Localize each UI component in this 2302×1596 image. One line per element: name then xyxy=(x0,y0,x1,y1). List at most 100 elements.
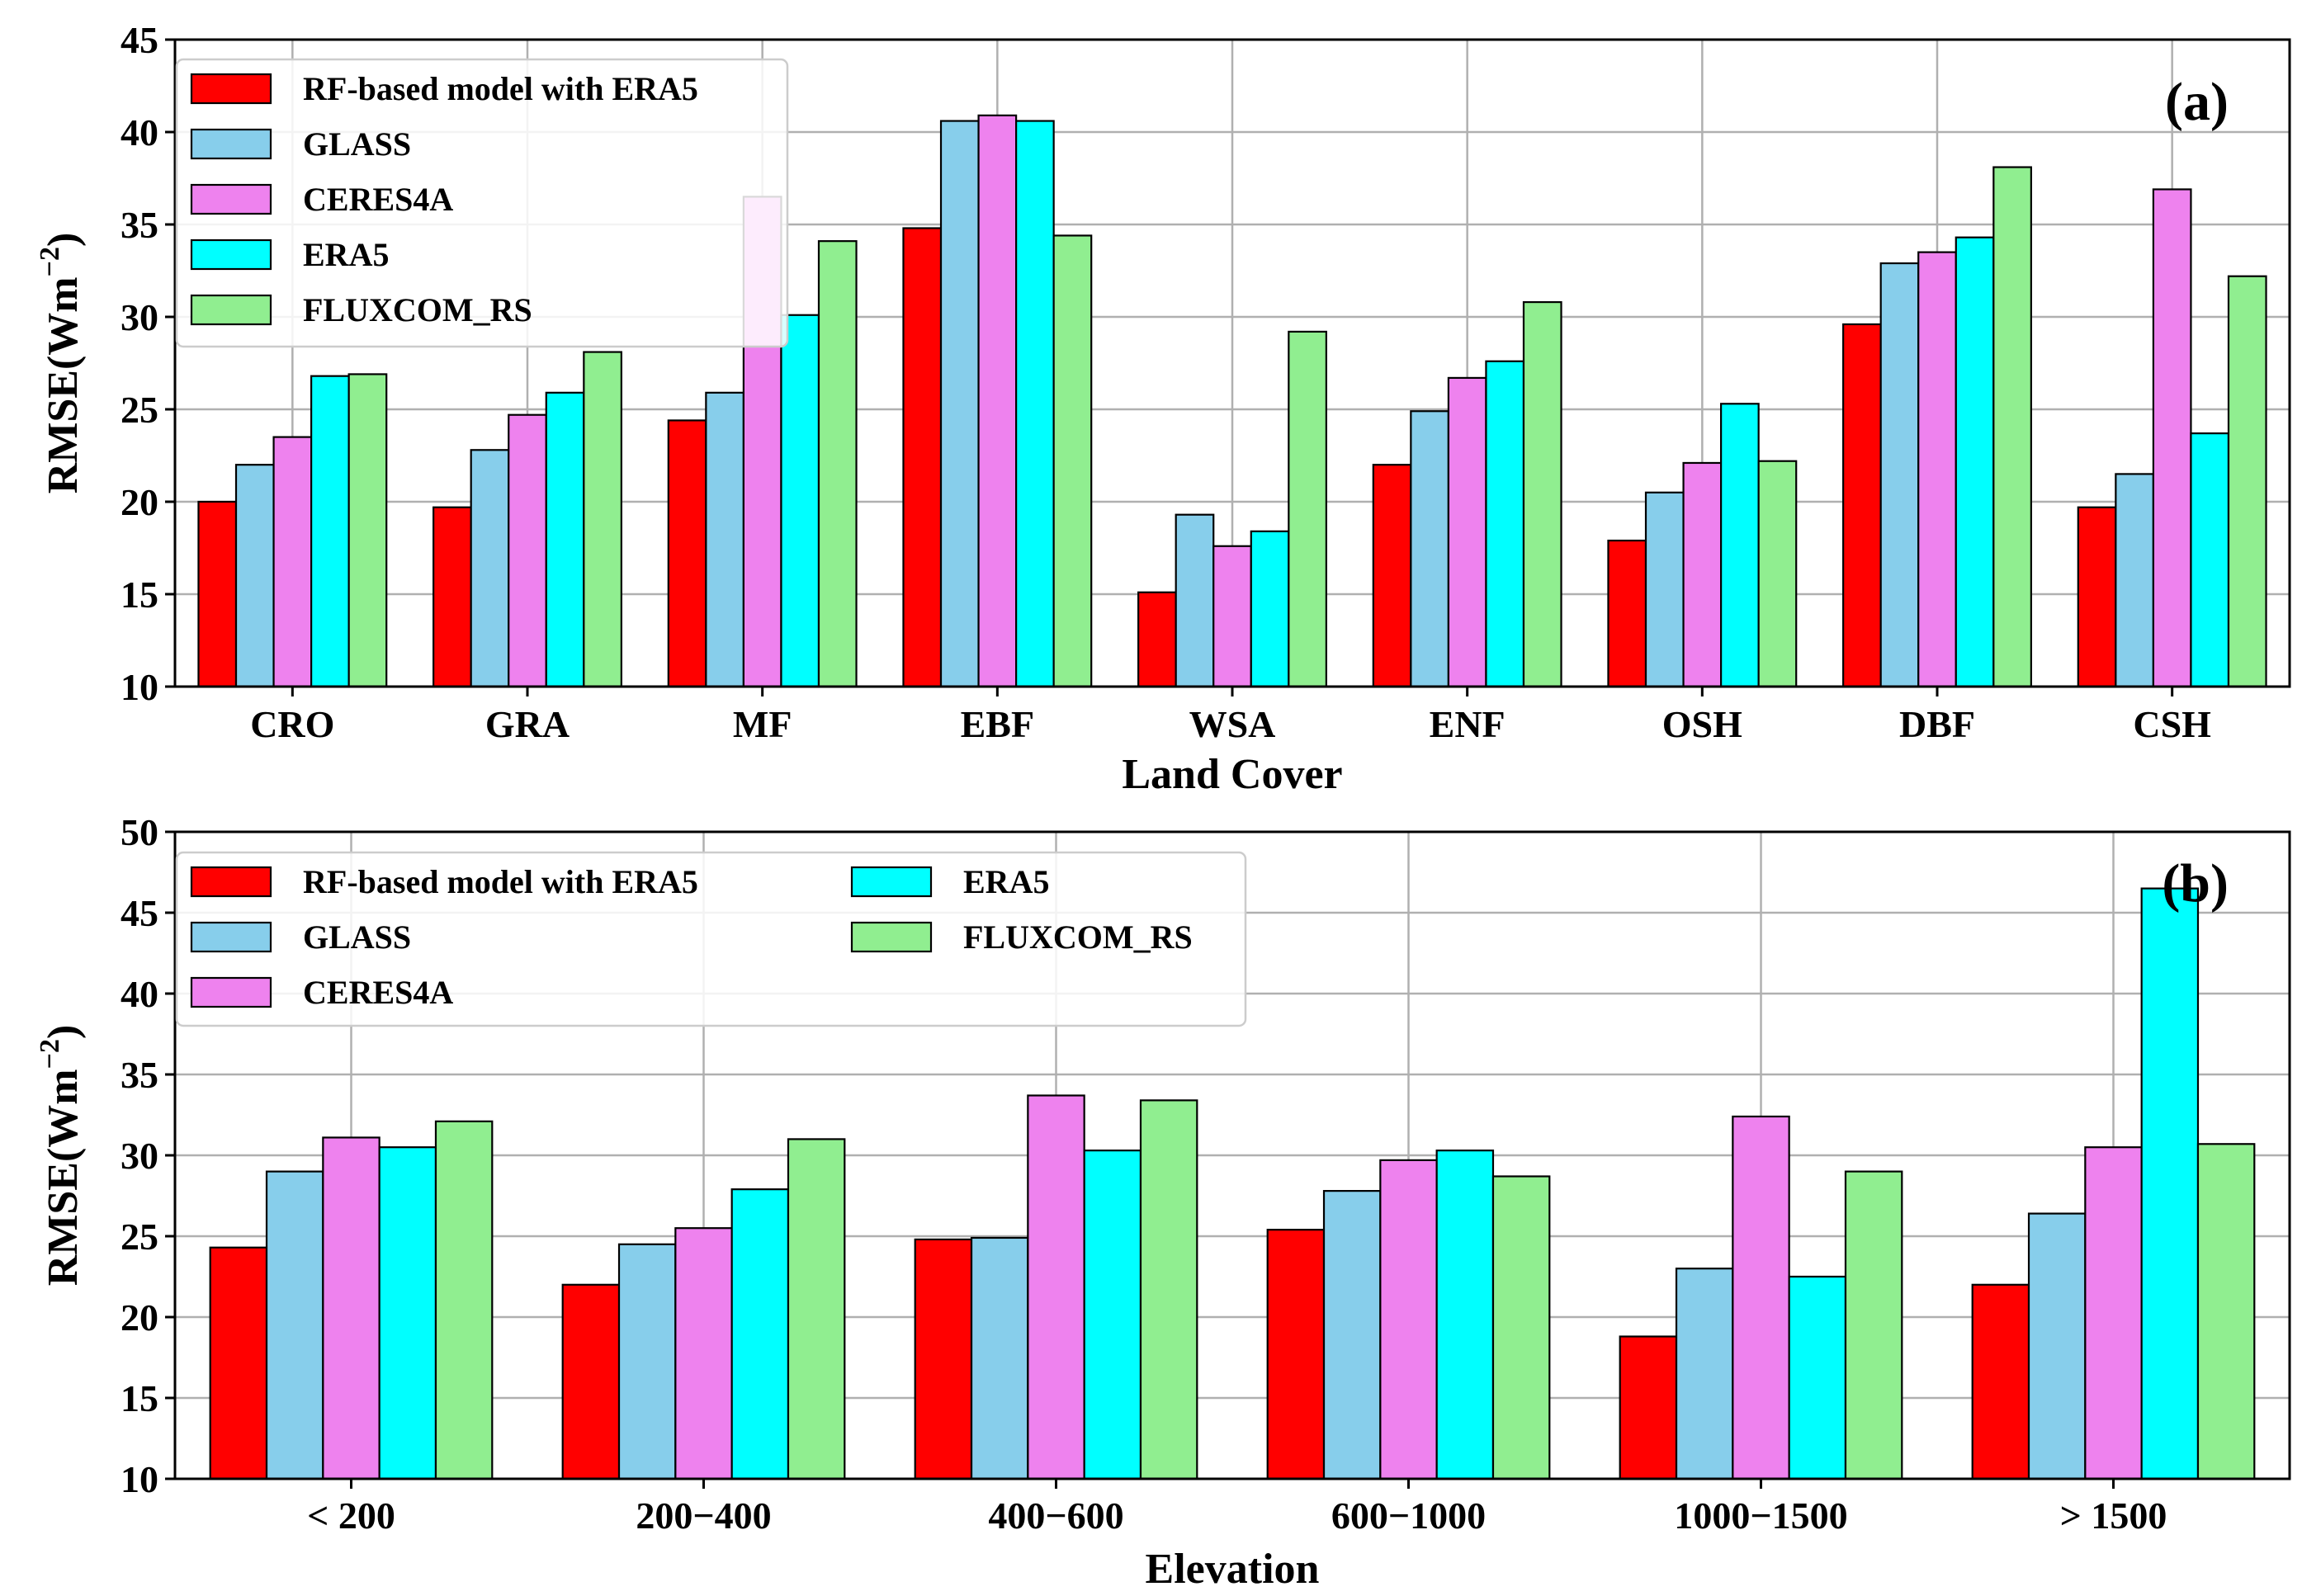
y-axis-title-superscript: −2 xyxy=(35,1039,65,1069)
legend-label-fluxcom-rs: FLUXCOM_RS xyxy=(963,918,1193,956)
bar-fluxcom-rs-cro xyxy=(347,373,388,688)
legend-swatch-glass xyxy=(190,128,272,160)
bar-era5-400-600 xyxy=(1083,1150,1142,1480)
x-tick-label: DBF xyxy=(1899,703,1975,745)
y-tick-label: 10 xyxy=(121,1458,158,1500)
legend-label-rf-based-model-with-era5: RF-based model with ERA5 xyxy=(303,70,698,107)
bar-rf-based-model-with-era5-200-400 xyxy=(561,1283,621,1480)
legend: RF-based model with ERA5 GLASS CERES4A ERA5… xyxy=(175,851,1247,1027)
bar-fluxcom-rs-600-1000 xyxy=(1491,1175,1551,1480)
y-tick-label: 40 xyxy=(121,111,158,153)
y-tick-label: 50 xyxy=(121,811,158,853)
bar-rf-based-model-with-era5-600-1000 xyxy=(1266,1229,1326,1480)
legend-label-era5: ERA5 xyxy=(963,863,1049,900)
x-tick-label: 200−400 xyxy=(636,1494,771,1537)
legend-swatch-rf-based-model-with-era5 xyxy=(190,866,272,898)
x-axis-title: Land Cover xyxy=(1122,751,1342,798)
bar-glass-ebf xyxy=(939,120,980,688)
bar-era5-osh xyxy=(1720,403,1760,688)
x-tick-label: CRO xyxy=(250,703,334,745)
y-tick-label: 20 xyxy=(121,1296,158,1339)
bar-era5-cro xyxy=(310,375,350,688)
bar-glass--200 xyxy=(265,1170,324,1480)
bar-glass-gra xyxy=(470,449,510,688)
bar-fluxcom-rs-gra xyxy=(583,351,622,688)
bar-fluxcom-rs--1500 xyxy=(2196,1143,2256,1480)
chart-panel-b: 10 15 20 25 30 35 40 45 50 < 200 200−400 400−600 600… xyxy=(35,811,2291,1593)
y-axis-title-close: ) xyxy=(40,233,87,247)
bar-fluxcom-rs--200 xyxy=(434,1120,494,1480)
bar-era5-enf xyxy=(1485,360,1525,688)
bar-rf-based-model-with-era5-osh xyxy=(1607,539,1647,688)
bar-era5-600-1000 xyxy=(1435,1150,1495,1480)
bar-glass-1000-1500 xyxy=(1675,1268,1734,1480)
legend-label-rf-based-model-with-era5: RF-based model with ERA5 xyxy=(303,863,698,900)
bar-rf-based-model-with-era5-gra xyxy=(433,506,472,688)
legend-swatch-ceres4a xyxy=(190,976,272,1008)
bar-era5-200-400 xyxy=(730,1188,790,1480)
y-tick-label: 35 xyxy=(121,1054,158,1096)
bar-ceres4a--1500 xyxy=(2084,1146,2143,1480)
bar-rf-based-model-with-era5-wsa xyxy=(1137,591,1177,688)
bar-ceres4a--200 xyxy=(322,1136,381,1480)
x-tick-label: GRA xyxy=(485,703,570,745)
panel-label: (a) xyxy=(2165,72,2229,132)
bar-rf-based-model-with-era5-mf xyxy=(667,419,707,688)
bar-glass-mf xyxy=(705,391,744,688)
legend: RF-based model with ERA5 GLASS CERES4A ERA5… xyxy=(175,58,789,348)
bar-glass-enf xyxy=(1410,410,1449,688)
x-axis-title: Elevation xyxy=(1146,1546,1320,1593)
bar-fluxcom-rs-200-400 xyxy=(787,1138,846,1480)
bar-glass-wsa xyxy=(1175,513,1215,688)
bar-fluxcom-rs-wsa xyxy=(1288,330,1327,688)
legend-label-era5: ERA5 xyxy=(303,236,389,273)
bar-rf-based-model-with-era5--1500 xyxy=(1971,1283,2030,1480)
bar-ceres4a-gra xyxy=(508,413,547,688)
bar-ceres4a-enf xyxy=(1447,376,1487,688)
bar-era5-mf xyxy=(780,314,820,688)
y-tick-label: 45 xyxy=(121,892,158,934)
y-tick-label: 10 xyxy=(121,666,158,708)
legend-swatch-era5 xyxy=(190,238,272,271)
bar-glass-osh xyxy=(1644,491,1685,688)
x-tick-label: < 200 xyxy=(307,1494,395,1537)
y-tick-label: 15 xyxy=(121,1377,158,1419)
panel-label: (b) xyxy=(2162,853,2229,914)
bar-rf-based-model-with-era5-csh xyxy=(2077,506,2117,688)
bar-fluxcom-rs-csh xyxy=(2227,275,2267,688)
bar-fluxcom-rs-ebf xyxy=(1052,234,1093,688)
chart-panel-a: 10 15 20 25 30 35 40 45 CRO GRA MF EBF WSA ENF OSH DBF C… xyxy=(35,19,2291,798)
bar-glass-dbf xyxy=(1879,262,1920,688)
x-tick-label: MF xyxy=(733,703,792,745)
bar-glass-csh xyxy=(2115,473,2154,688)
bar-era5-ebf xyxy=(1015,120,1055,688)
legend-label-glass: GLASS xyxy=(303,125,411,163)
bar-glass-600-1000 xyxy=(1322,1190,1382,1480)
bar-ceres4a-400-600 xyxy=(1027,1094,1085,1480)
y-tick-label: 40 xyxy=(121,973,158,1015)
bar-glass-400-600 xyxy=(970,1236,1029,1480)
bar-ceres4a-1000-1500 xyxy=(1732,1115,1790,1480)
legend-box xyxy=(175,58,789,348)
x-tick-label: WSA xyxy=(1189,703,1276,745)
bar-ceres4a-wsa xyxy=(1212,545,1252,688)
bar-era5--1500 xyxy=(2140,887,2200,1480)
bar-rf-based-model-with-era5-ebf xyxy=(902,227,943,688)
bar-ceres4a-600-1000 xyxy=(1379,1159,1438,1480)
x-tick-label: 1000−1500 xyxy=(1674,1494,1847,1537)
bar-ceres4a-osh xyxy=(1682,461,1723,688)
legend-swatch-rf-based-model-with-era5 xyxy=(190,73,272,105)
x-tick-label: > 1500 xyxy=(2060,1494,2167,1537)
legend-swatch-fluxcom-rs xyxy=(190,294,272,326)
y-axis-title-close: ) xyxy=(40,1025,87,1039)
bar-ceres4a-dbf xyxy=(1917,251,1957,688)
bar-rf-based-model-with-era5-400-600 xyxy=(914,1238,973,1480)
bar-fluxcom-rs-osh xyxy=(1757,460,1798,688)
y-axis-title-main: RMSE(Wm xyxy=(40,276,87,493)
bar-fluxcom-rs-1000-1500 xyxy=(1844,1170,1903,1480)
bar-rf-based-model-with-era5-dbf xyxy=(1842,323,1882,688)
x-tick-label: 400−600 xyxy=(988,1494,1123,1537)
bar-fluxcom-rs-dbf xyxy=(1992,166,2032,688)
bar-glass-cro xyxy=(234,464,275,688)
